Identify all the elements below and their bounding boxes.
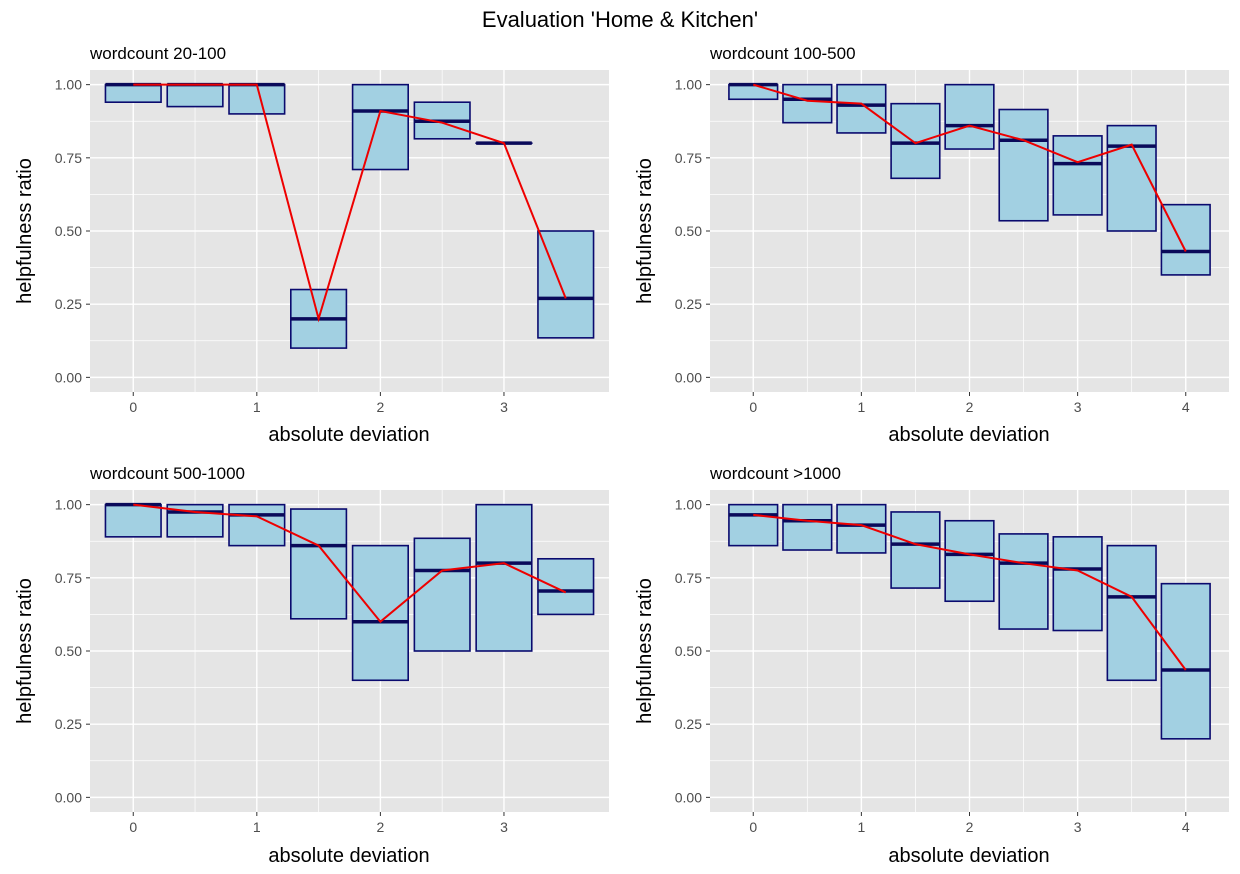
- y-tick-label: 0.00: [675, 789, 702, 805]
- x-axis-label: absolute deviation: [268, 424, 429, 446]
- box: [166, 503, 224, 538]
- x-tick-label: 0: [749, 819, 757, 835]
- y-tick-label: 0.25: [55, 296, 82, 312]
- box: [998, 533, 1049, 630]
- x-tick-label: 3: [1074, 399, 1082, 415]
- x-tick-label: 1: [857, 819, 865, 835]
- y-tick-label: 0.50: [55, 223, 82, 239]
- y-axis-label: helpfulness ratio: [14, 578, 36, 724]
- y-tick-label: 0.75: [675, 150, 702, 166]
- x-axis-label: absolute deviation: [268, 845, 429, 867]
- panel-title: wordcount >1000: [709, 464, 841, 483]
- box: [537, 230, 595, 339]
- box: [228, 83, 286, 115]
- trend-line: [752, 83, 1187, 252]
- box: [944, 83, 995, 150]
- trend-line: [753, 513, 1187, 671]
- y-tick-label: 0.25: [55, 716, 82, 732]
- panel-wordcount-over-1000: wordcount >1000 0.00 0.25 0.50 0.75 1.00 0 1 2 3…: [634, 464, 1229, 867]
- y-tick-label: 0.50: [675, 643, 702, 659]
- x-tick-label: 3: [1074, 819, 1082, 835]
- box: [1106, 544, 1157, 682]
- panel-title: wordcount 20-100: [89, 44, 226, 63]
- box: [836, 83, 887, 134]
- trend-line: [133, 83, 567, 323]
- box: [836, 503, 887, 554]
- y-tick-label: 1.00: [55, 497, 82, 513]
- x-tick-label: 0: [129, 399, 137, 415]
- y-tick-label: 0.75: [675, 570, 702, 586]
- box: [351, 83, 409, 171]
- y-tick-label: 0.25: [675, 716, 702, 732]
- box: [475, 503, 533, 652]
- y-tick-label: 0.50: [675, 223, 702, 239]
- x-tick-label: 2: [376, 399, 384, 415]
- box: [1160, 203, 1211, 276]
- box: [290, 508, 348, 620]
- box: [1052, 536, 1103, 632]
- box: [413, 537, 471, 652]
- figure-title: Evaluation 'Home & Kitchen': [482, 7, 758, 32]
- y-tick-label: 1.00: [675, 497, 702, 513]
- y-axis-label: helpfulness ratio: [14, 158, 36, 304]
- panel-title: wordcount 500-1000: [89, 464, 245, 483]
- x-tick-label: 0: [749, 399, 757, 415]
- trend-line: [133, 503, 567, 624]
- x-tick-label: 3: [500, 819, 508, 835]
- box: [104, 503, 162, 538]
- panel-wordcount-20-100: wordcount 20-100 0.00 0.25 0.50 0.75 1.00 0 1 2…: [14, 44, 609, 446]
- y-axis-label: helpfulness ratio: [634, 578, 656, 724]
- box: [944, 519, 995, 603]
- y-tick-label: 0.50: [55, 643, 82, 659]
- box: [890, 102, 941, 180]
- panel-title: wordcount 100-500: [709, 44, 856, 63]
- x-tick-label: 2: [966, 819, 974, 835]
- box: [104, 83, 162, 103]
- panel-wordcount-100-500: wordcount 100-500 0.00 0.25 0.50 0.75 1.00 0 1…: [634, 44, 1229, 446]
- x-tick-label: 4: [1182, 399, 1190, 415]
- x-tick-label: 1: [253, 819, 261, 835]
- panel-wordcount-500-1000: wordcount 500-1000 0.000.250.500.751.000…: [14, 464, 609, 867]
- x-axis-label: absolute deviation: [888, 424, 1049, 446]
- plot-area: 0.00 0.25 0.50 0.75 1.00 0 1 2 3: [55, 70, 609, 415]
- y-tick-label: 0.75: [55, 570, 82, 586]
- box: [1052, 135, 1103, 216]
- box: [998, 108, 1049, 222]
- x-tick-label: 2: [966, 399, 974, 415]
- y-tick-label: 0.00: [675, 369, 702, 385]
- y-tick-label: 0.00: [55, 369, 82, 385]
- x-tick-label: 2: [376, 819, 384, 835]
- box: [728, 83, 779, 101]
- x-tick-label: 3: [500, 399, 508, 415]
- y-axis-label: helpfulness ratio: [634, 158, 656, 304]
- x-tick-label: 4: [1182, 819, 1190, 835]
- box: [890, 511, 941, 589]
- box: [537, 557, 595, 616]
- x-axis-label: absolute deviation: [888, 845, 1049, 867]
- y-tick-label: 0.00: [55, 789, 82, 805]
- box: [782, 83, 833, 124]
- plot-area: 0.00 0.25 0.50 0.75 1.00 0 1 2 3 4: [675, 70, 1229, 415]
- x-tick-label: 0: [129, 819, 137, 835]
- y-tick-label: 1.00: [55, 77, 82, 93]
- box: [782, 503, 833, 551]
- box: [166, 83, 224, 108]
- box: [351, 544, 409, 682]
- x-tick-label: 1: [253, 399, 261, 415]
- y-tick-label: 1.00: [675, 77, 702, 93]
- plot-area: 0.00 0.25 0.50 0.75 1.00 0 1 2 3: [55, 490, 609, 835]
- box: [1160, 582, 1211, 740]
- x-tick-label: 1: [857, 399, 865, 415]
- y-tick-label: 0.25: [675, 296, 702, 312]
- plot-area: 0.00 0.25 0.50 0.75 1.00 0 1 2 3 4: [675, 490, 1229, 835]
- box: [728, 503, 779, 547]
- y-tick-label: 0.75: [55, 150, 82, 166]
